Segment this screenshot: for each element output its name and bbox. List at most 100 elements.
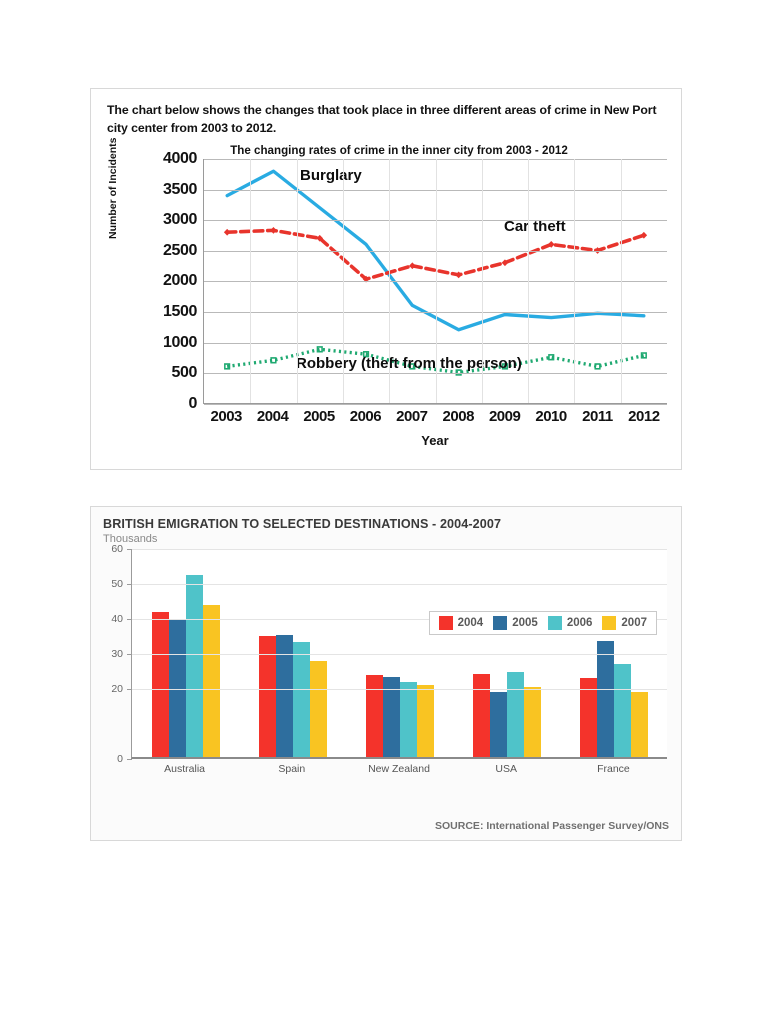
chart1-marker [594,363,601,370]
chart1-marker [640,352,647,359]
chart2-bar [382,677,400,757]
chart2-bar-group [453,549,560,757]
chart2-legend-label: 2007 [621,617,647,629]
chart2-bar [168,618,186,757]
chart1-x-tick: 2005 [303,407,335,425]
chart2-x-tick: New Zealand [368,763,430,775]
chart1-y-tick: 2500 [163,241,197,259]
chart1-body: Number of Incidents 4000 3500 3000 2500 2000… [103,137,669,455]
chart1-marker [501,363,509,370]
chart2-gridline [132,654,667,655]
legend-swatch-icon [438,616,453,630]
chart1-title: The changing rates of crime in the inner… [230,143,568,157]
chart2-bar [506,672,524,757]
chart2-bar [472,673,490,757]
chart2-legend-label: 2006 [566,617,593,629]
chart2-source-note: SOURCE: International Passenger Survey/O… [435,820,669,832]
chart2-gridline [132,584,667,585]
chart1-y-tick: 4000 [163,149,197,167]
chart1-marker [594,246,601,254]
chart2-y-tick: 0 [117,753,123,765]
chart1-y-axis-ticks: 4000 3500 3000 2500 2000 1500 1000 500 0 [121,150,201,412]
chart2-bar [309,660,327,757]
chart2-bar [365,674,383,757]
chart1-x-axis-label: Year [421,432,449,448]
chart1-vertical-gridline [481,158,483,403]
chart1-marker [409,363,416,370]
chart2-y-tick: 20 [111,683,123,695]
chart2-bar [596,640,614,757]
chart1-x-tick: 2010 [535,407,567,425]
chart2-bar [416,685,434,757]
chart1-marker [316,346,323,353]
chart1-marker [270,226,277,234]
chart2-bar [399,681,417,757]
chart2-bar-group [239,549,346,757]
chart2-bar [292,641,310,757]
legend-swatch-icon [493,616,508,630]
chart2-legend-label: 2005 [512,617,538,629]
chart1-x-tick: 2003 [210,407,243,425]
chart2-x-tick: USA [495,763,517,775]
chart2-bar-group [346,549,453,757]
chart2-legend-item: 2006 [547,616,593,630]
chart1-x-tick: 2007 [396,407,428,425]
chart1-marker [501,259,509,266]
chart1-x-tick: 2012 [628,407,660,425]
chart2-legend-item: 2005 [493,616,538,630]
chart2-bar [613,664,631,757]
chart1-vertical-gridline [574,158,576,403]
chart2-subtitle: Thousands [103,533,158,545]
chart2-tick-mark [127,549,132,550]
chart1-x-tick: 2008 [442,407,475,425]
chart2-plot-area [127,549,667,760]
chart1-marker [455,369,462,376]
chart1-vertical-gridline [389,158,391,403]
chart1-vertical-gridline [342,158,344,403]
chart2-body: 60 50 40 30 20 0 2004 2005 2006 2007 Australia Sp… [101,543,671,797]
chart1-y-tick: 3500 [163,180,197,198]
chart2-y-tick: 30 [111,648,123,660]
chart1-vertical-gridline [435,158,437,403]
chart2-bar-group [560,549,667,757]
chart2-x-tick: France [597,763,630,775]
chart1-marker [362,350,370,358]
series-label-car-theft: Car theft [504,217,566,235]
chart2-tick-mark [127,759,132,760]
crime-line-chart-figure: The chart below shows the changes that t… [90,88,682,470]
chart2-bar [258,636,276,757]
chart2-bar [202,604,220,757]
chart2-title: BRITISH EMIGRATION TO SELECTED DESTINATI… [103,517,502,531]
chart1-marker [548,353,555,361]
chart1-y-tick: 2000 [163,272,197,290]
chart2-y-tick: 40 [111,613,123,625]
chart2-x-tick: Spain [278,763,306,775]
chart1-vertical-gridline [250,158,252,403]
chart1-vertical-gridline [296,158,298,403]
chart1-gridline [204,403,667,405]
chart2-tick-mark [127,584,132,585]
chart1-marker [223,228,231,236]
chart2-tick-mark [127,619,132,620]
chart1-marker [224,363,231,370]
chart2-bar [523,687,541,757]
series-label-robbery: Robbery (theft from the person) [296,354,522,372]
chart1-x-tick: 2006 [349,407,382,425]
chart1-marker [316,234,324,242]
chart1-plot-area: Burglary Car theft Robbery (theft from t… [203,158,667,405]
chart2-bar [579,677,597,757]
chart2-bar-groups [132,549,667,757]
chart1-vertical-gridline [528,158,530,403]
chart2-y-axis-ticks: 60 50 40 30 20 0 [101,543,127,765]
chart1-x-tick: 2009 [488,407,521,425]
chart1-x-tick: 2004 [256,407,289,425]
emigration-bar-chart-figure: BRITISH EMIGRATION TO SELECTED DESTINATI… [90,506,682,841]
chart2-x-axis-ticks: Australia Spain New Zealand USA France [131,763,667,775]
chart2-bar [275,634,293,757]
chart2-tick-mark [127,654,132,655]
chart2-x-tick: Australia [164,763,206,775]
chart1-x-axis-ticks: 2003 2004 2005 2006 2007 2008 2009 2010 2011 2012 [203,408,667,425]
chart1-x-tick: 2011 [582,407,613,425]
chart1-y-tick: 3000 [163,211,197,229]
chart2-gridline [132,689,667,690]
